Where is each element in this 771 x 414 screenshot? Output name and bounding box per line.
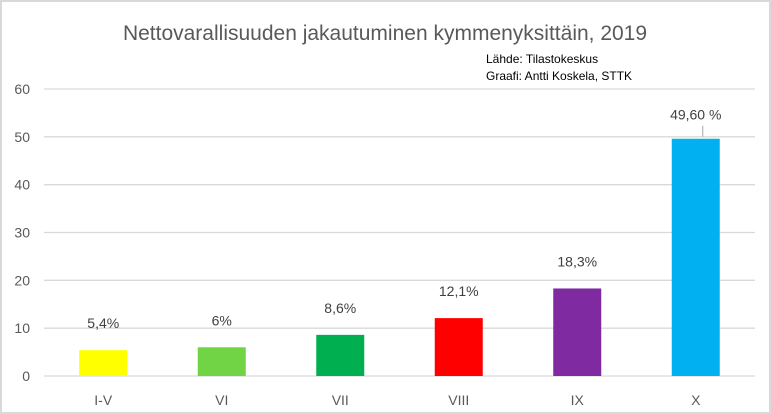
data-label: 8,6%	[324, 300, 356, 316]
data-label: 49,60 %	[670, 107, 721, 123]
bar-IX	[553, 288, 602, 376]
y-tick-label: 20	[14, 272, 30, 288]
x-tick-label: VII	[332, 392, 349, 408]
x-tick-label: X	[691, 392, 701, 408]
y-tick-label: 0	[22, 368, 30, 384]
chart-title: Nettovarallisuuden jakautuminen kymmenyk…	[123, 22, 647, 45]
y-tick-label: 50	[14, 129, 30, 145]
y-tick-label: 60	[14, 81, 30, 97]
x-tick-label: VIII	[448, 392, 469, 408]
author-note: Graafi: Antti Koskela, STTK	[486, 69, 632, 83]
bar-X	[671, 138, 720, 376]
bar-VI	[197, 347, 246, 376]
data-label: 18,3%	[557, 253, 597, 269]
bar-VII	[316, 334, 365, 376]
source-note: Lähde: Tilastokeskus	[486, 52, 598, 66]
y-tick-label: 30	[14, 225, 30, 241]
data-label: 5,4%	[87, 315, 119, 331]
x-tick-label: VI	[215, 392, 228, 408]
x-tick-label: I-V	[94, 392, 113, 408]
bar-I-V	[79, 350, 128, 376]
y-tick-label: 10	[14, 320, 30, 336]
data-label: 12,1%	[439, 283, 479, 299]
bar-VIII	[434, 318, 483, 376]
y-tick-label: 40	[14, 177, 30, 193]
data-label: 6%	[212, 312, 232, 328]
x-tick-label: IX	[571, 392, 585, 408]
